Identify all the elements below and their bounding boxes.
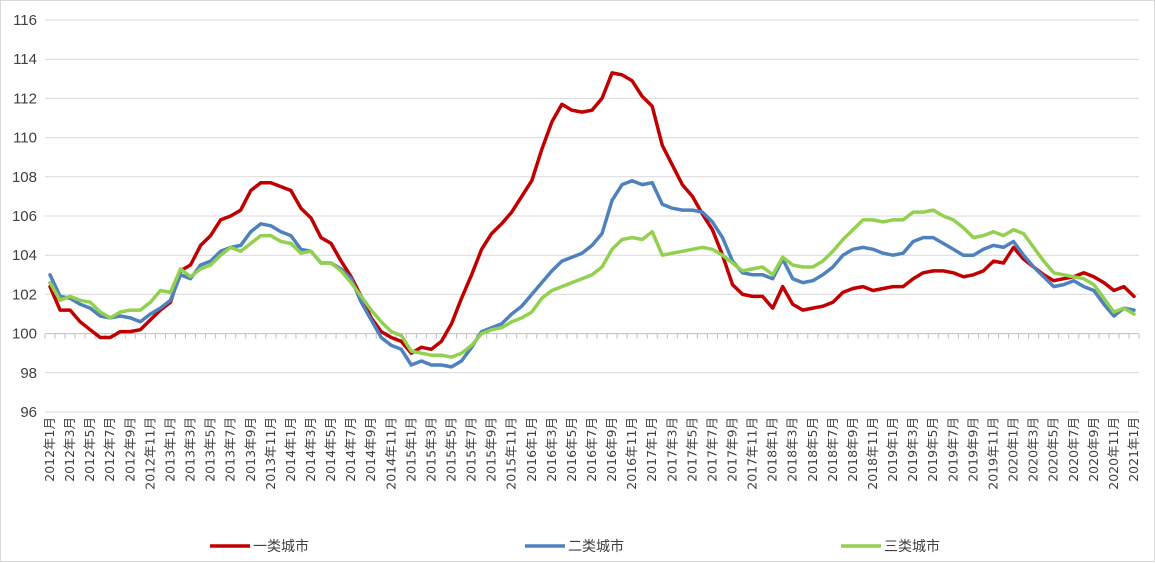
x-tick-label: 2020年9月 xyxy=(1086,417,1101,482)
x-tick-label: 2013年5月 xyxy=(203,417,218,482)
x-tick-label: 2020年5月 xyxy=(1046,417,1061,482)
legend-label-1: 一类城市 xyxy=(253,538,309,555)
x-tick-label: 2018年1月 xyxy=(765,417,780,482)
x-tick-label: 2016年1月 xyxy=(524,417,539,482)
x-tick-label: 2012年9月 xyxy=(122,417,137,482)
x-tick-label: 2016年11月 xyxy=(624,417,639,490)
y-tick-label: 100 xyxy=(12,326,37,343)
x-tick-label: 2018年3月 xyxy=(785,417,800,482)
y-tick-label: 112 xyxy=(13,90,37,107)
x-tick-label: 2019年7月 xyxy=(945,417,960,482)
x-tick-label: 2017年5月 xyxy=(684,417,699,482)
y-tick-label: 106 xyxy=(12,208,37,225)
y-tick-label: 102 xyxy=(12,286,37,303)
x-tick-label: 2015年5月 xyxy=(443,417,458,482)
x-tick-label: 2014年1月 xyxy=(283,417,298,482)
x-tick-label: 2019年1月 xyxy=(885,417,900,482)
x-tick-label: 2020年7月 xyxy=(1066,417,1081,482)
x-tick-label: 2019年11月 xyxy=(985,417,1000,490)
x-tick-label: 2015年3月 xyxy=(423,417,438,482)
legend-label-2: 二类城市 xyxy=(568,538,624,555)
x-tick-label: 2014年3月 xyxy=(303,417,318,482)
x-tick-label: 2018年11月 xyxy=(865,417,880,490)
x-tick-label: 2018年7月 xyxy=(825,417,840,482)
x-tick-label: 2020年1月 xyxy=(1006,417,1021,482)
series-line-1 xyxy=(48,71,1136,355)
x-tick-label: 2016年7月 xyxy=(584,417,599,482)
x-tick-label: 2012年11月 xyxy=(142,417,157,490)
x-tick-label: 2014年7月 xyxy=(343,417,358,482)
x-tick-label: 2019年9月 xyxy=(965,417,980,482)
y-tick-label: 104 xyxy=(12,247,37,264)
x-tick-label: 2013年3月 xyxy=(183,417,198,482)
x-tick-label: 2015年7月 xyxy=(464,417,479,482)
x-tick-label: 2017年7月 xyxy=(704,417,719,482)
series-line-3 xyxy=(48,208,1136,359)
x-tick-label: 2018年9月 xyxy=(845,417,860,482)
x-tick-label: 2014年9月 xyxy=(363,417,378,482)
x-tick-label: 2017年1月 xyxy=(644,417,659,482)
y-tick-label: 96 xyxy=(20,404,37,421)
x-tick-label: 2012年3月 xyxy=(62,417,77,482)
x-tick-label: 2015年9月 xyxy=(484,417,499,482)
x-tick-label: 2020年3月 xyxy=(1026,417,1041,482)
x-tick-label: 2014年11月 xyxy=(383,417,398,490)
x-tick-label: 2017年11月 xyxy=(745,417,760,490)
y-tick-label: 110 xyxy=(13,130,37,147)
x-tick-label: 2015年11月 xyxy=(504,417,519,490)
x-tick-label: 2016年5月 xyxy=(564,417,579,482)
x-tick-label: 2016年3月 xyxy=(544,417,559,482)
x-tick-label: 2017年3月 xyxy=(664,417,679,482)
x-tick-label: 2020年11月 xyxy=(1106,417,1121,490)
x-tick-label: 2013年1月 xyxy=(162,417,177,482)
x-tick-label: 2018年5月 xyxy=(805,417,820,482)
y-tick-label: 116 xyxy=(13,12,37,29)
x-tick-label: 2021年1月 xyxy=(1126,417,1141,482)
y-tick-label: 98 xyxy=(20,365,37,382)
x-tick-label: 2017年9月 xyxy=(725,417,740,482)
x-tick-label: 2013年9月 xyxy=(243,417,258,482)
x-tick-label: 2013年7月 xyxy=(223,417,238,482)
x-tick-label: 2019年3月 xyxy=(905,417,920,482)
x-tick-label: 2012年1月 xyxy=(42,417,57,482)
y-tick-label: 108 xyxy=(12,169,37,186)
x-tick-label: 2012年7月 xyxy=(102,417,117,482)
x-tick-label: 2019年5月 xyxy=(925,417,940,482)
x-tick-label: 2016年9月 xyxy=(604,417,619,482)
x-tick-label: 2013年11月 xyxy=(263,417,278,490)
x-tick-label: 2014年5月 xyxy=(323,417,338,482)
x-tick-label: 2012年5月 xyxy=(82,417,97,482)
x-tick-label: 2015年1月 xyxy=(403,417,418,482)
legend-label-3: 三类城市 xyxy=(884,538,940,555)
y-tick-label: 114 xyxy=(13,51,37,68)
